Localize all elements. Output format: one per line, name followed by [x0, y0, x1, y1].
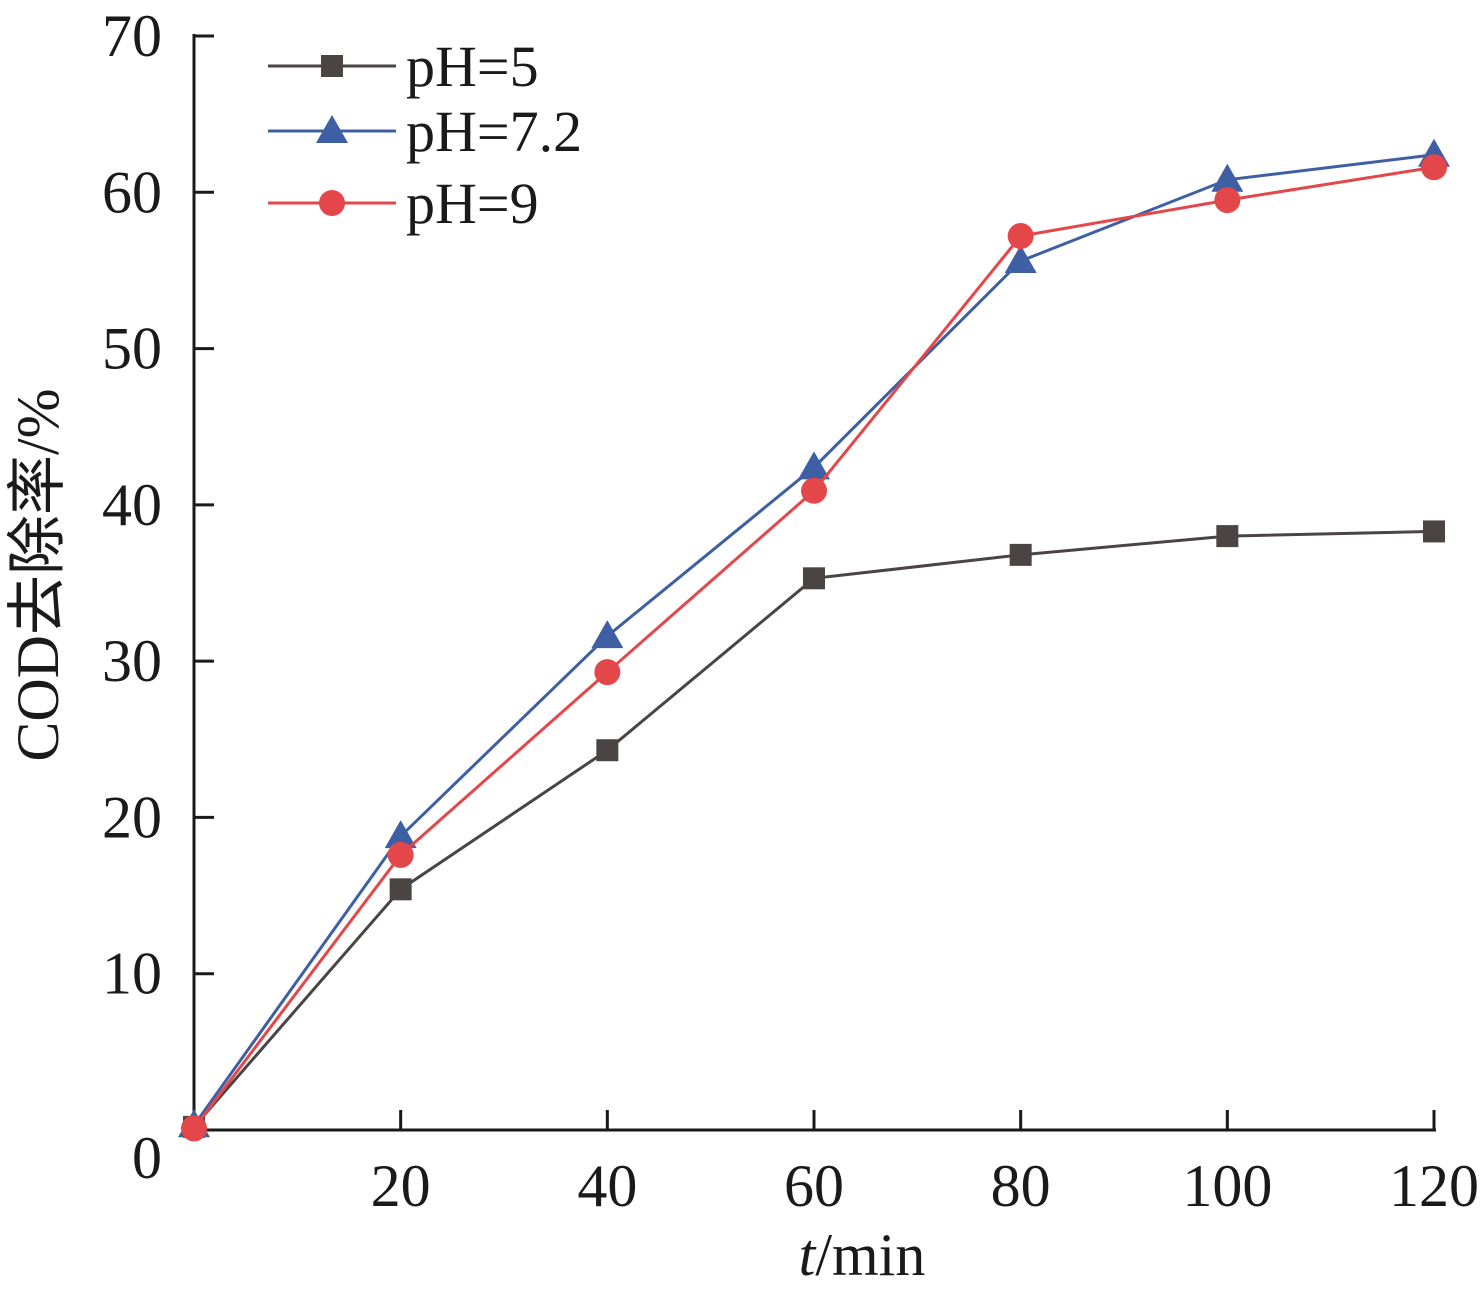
x-tick-label: 120	[1389, 1153, 1479, 1219]
data-point	[591, 620, 624, 649]
x-axis-title-unit: /min	[815, 1222, 925, 1288]
legend-item-ph-7-2: pH=7.2	[268, 99, 582, 164]
legend-label: pH=7.2	[406, 99, 582, 164]
x-tick-label: 100	[1182, 1153, 1272, 1219]
data-point	[1423, 520, 1445, 543]
data-point	[384, 820, 417, 849]
y-tick-label: 40	[102, 472, 162, 538]
data-point	[1211, 163, 1244, 192]
legend-marker	[321, 55, 343, 77]
data-point	[1007, 223, 1034, 250]
legend-item-ph-5: pH=5	[268, 34, 539, 99]
x-axis-title: t/min	[799, 1222, 926, 1288]
x-tick-label: 80	[991, 1153, 1051, 1219]
data-point	[798, 451, 830, 480]
series-line	[192, 165, 1435, 1130]
axes: 0 10 20 30 40 50 60 70 20 40 60 80 100 120	[102, 3, 1479, 1219]
data-point	[1421, 154, 1447, 181]
data-point	[1214, 187, 1241, 214]
series-ph-7-2	[178, 138, 1450, 1138]
series-ph-5	[183, 520, 1445, 1138]
legend-label: pH=9	[406, 171, 539, 236]
y-axis-title: COD去除率/%	[5, 388, 71, 761]
y-tick-label: 20	[102, 784, 162, 850]
series-layer	[178, 138, 1450, 1142]
data-point	[1216, 525, 1239, 548]
y-tick-label: 70	[102, 3, 162, 69]
series-line	[192, 529, 1435, 1128]
data-point	[387, 841, 414, 868]
y-tick-label: 50	[102, 316, 162, 382]
y-tick-label: 10	[102, 941, 162, 1007]
x-tick-label: 40	[577, 1153, 637, 1219]
data-point	[181, 1115, 207, 1142]
legend-label: pH=5	[406, 34, 539, 99]
data-point	[594, 659, 621, 686]
legend-marker	[316, 115, 348, 143]
x-tick-label: 60	[784, 1153, 844, 1219]
x-tick-label: 20	[371, 1153, 431, 1219]
data-point	[389, 878, 412, 901]
data-point	[596, 739, 619, 762]
data-point	[1009, 543, 1032, 566]
x-axis-title-italic: t	[799, 1222, 817, 1288]
data-point	[803, 567, 825, 590]
series-line	[192, 153, 1435, 1127]
series-ph-9	[181, 154, 1447, 1142]
data-point	[801, 477, 827, 504]
data-point	[1004, 245, 1037, 274]
y-tick-label: 0	[132, 1125, 162, 1191]
legend: pH=5pH=7.2 pH=9	[268, 34, 582, 236]
legend-marker	[319, 190, 345, 216]
legend-item-ph-9: pH=9	[268, 171, 539, 236]
y-tick-label: 30	[102, 628, 162, 694]
y-tick-label: 60	[102, 159, 162, 225]
